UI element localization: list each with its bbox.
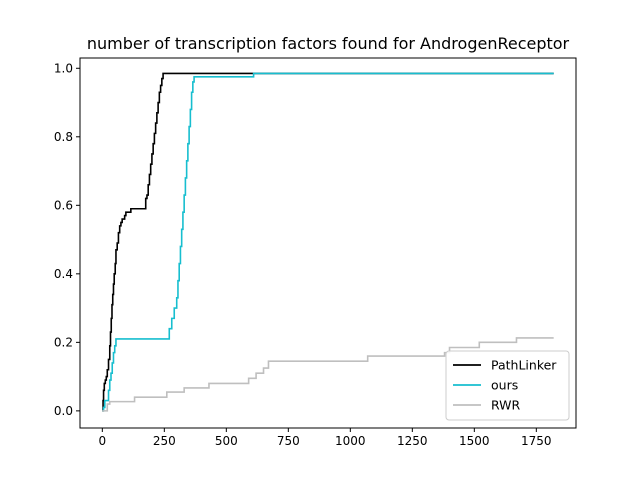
x-tick-label: 250	[153, 434, 176, 448]
legend: PathLinker ours RWR	[445, 350, 570, 421]
legend-box	[445, 350, 570, 421]
plot-frame	[79, 57, 577, 429]
y-tick-label: 0.2	[54, 335, 73, 349]
x-tick-label: 750	[277, 434, 300, 448]
x-axis: 0 250 500 750 1000 1250 1500 1750	[98, 428, 552, 448]
y-tick-label: 0.4	[54, 267, 73, 281]
y-tick-label: 0.6	[54, 198, 73, 212]
x-tick-label: 500	[215, 434, 238, 448]
x-tick-label: 1000	[335, 434, 366, 448]
series-line-pathlinker	[102, 72, 554, 412]
series-layer	[102, 72, 554, 412]
legend-label: ours	[491, 378, 518, 393]
x-tick-label: 1500	[459, 434, 490, 448]
legend-label: RWR	[491, 398, 521, 413]
x-tick-label: 1250	[397, 434, 428, 448]
y-axis: 0.0 0.2 0.4 0.6 0.8 1.0	[54, 61, 80, 418]
series-line-ours	[102, 72, 554, 412]
series-line-rwr	[102, 337, 554, 412]
y-tick-label: 1.0	[54, 61, 73, 75]
x-tick-label: 0	[98, 434, 106, 448]
legend-label: PathLinker	[491, 358, 557, 373]
chart-title: number of transcription factors found fo…	[87, 34, 570, 53]
y-tick-label: 0.8	[54, 130, 73, 144]
y-tick-label: 0.0	[54, 404, 73, 418]
x-tick-label: 1750	[521, 434, 552, 448]
